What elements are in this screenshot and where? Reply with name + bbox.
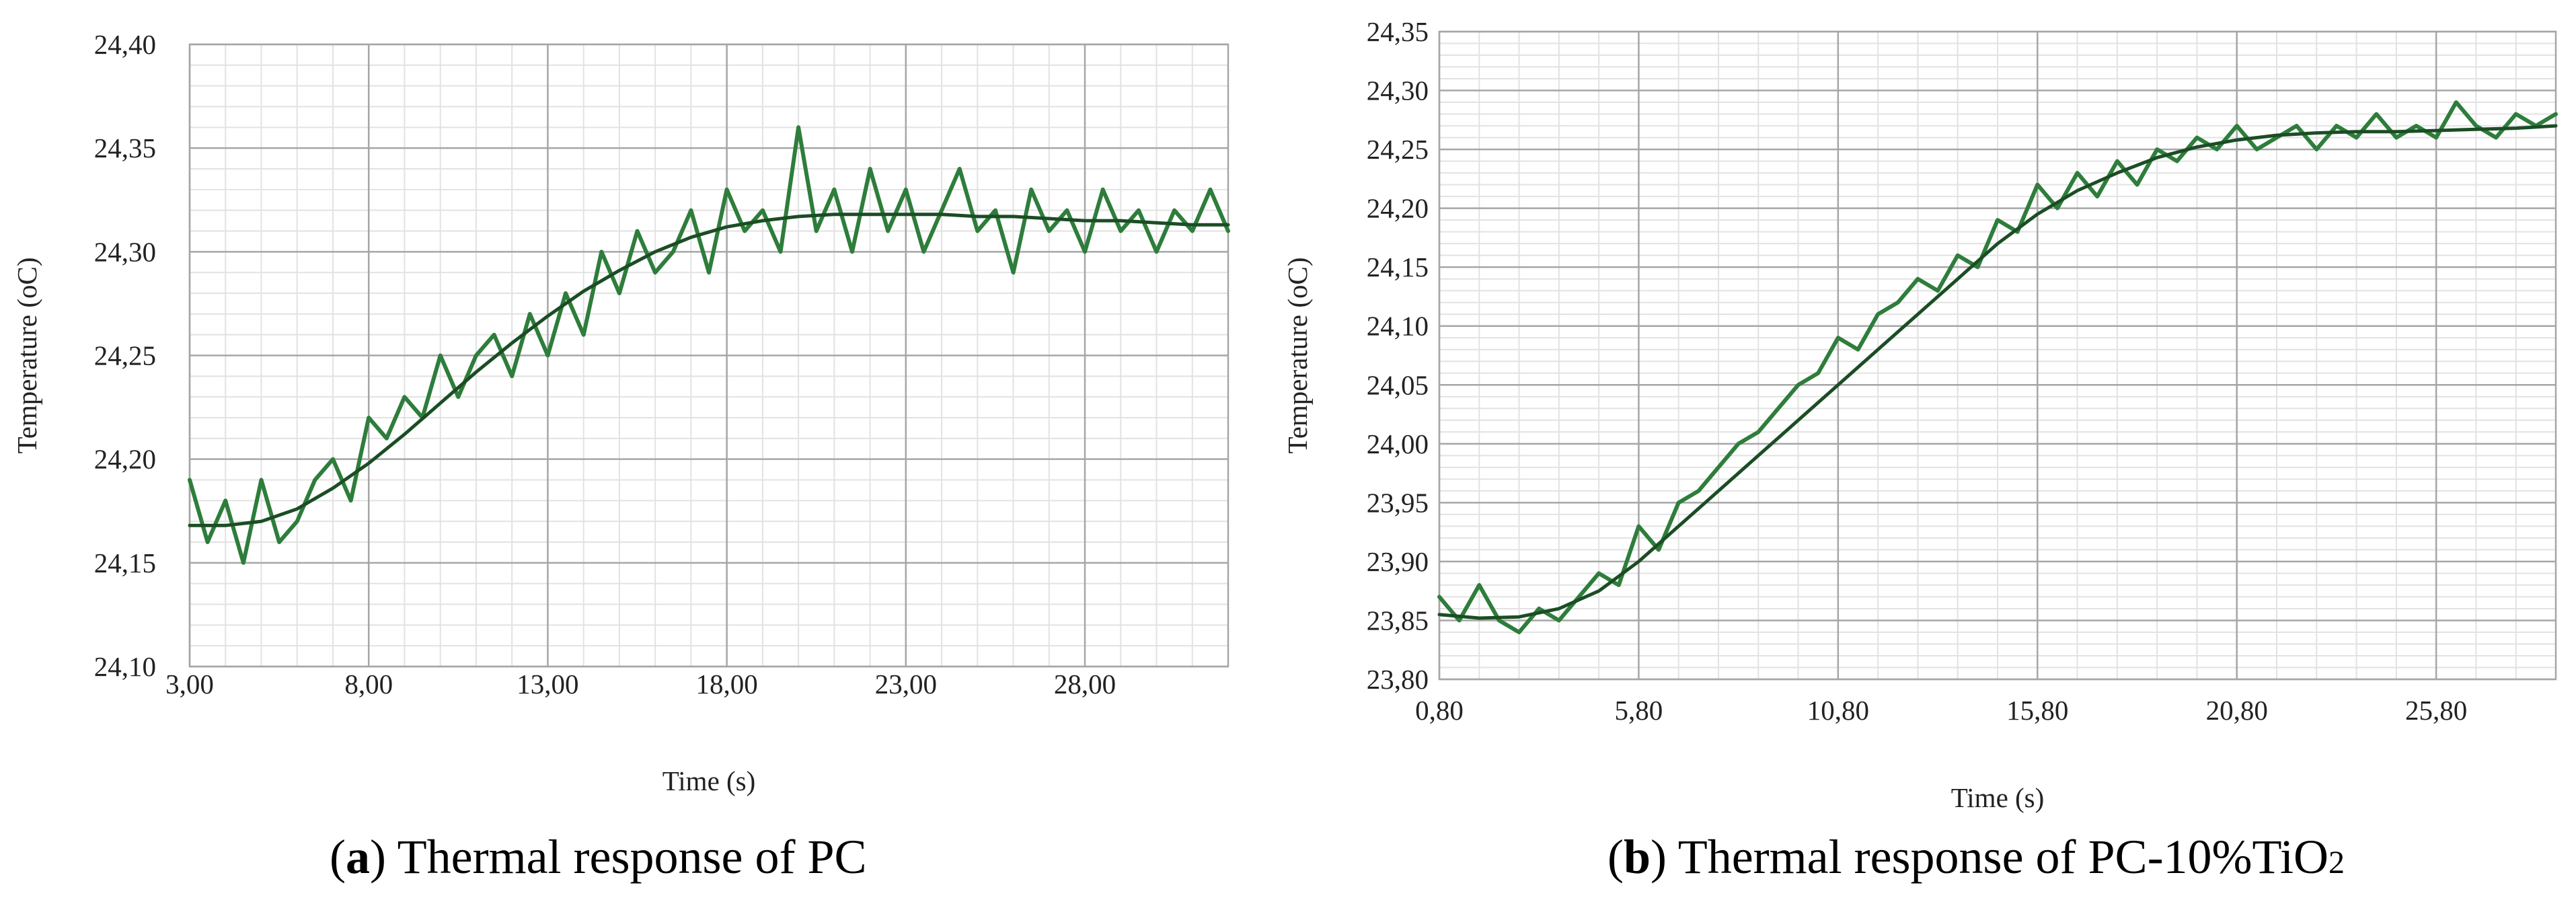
chart-b-y-tick-label: 24,25 xyxy=(1367,134,1429,165)
chart-b-series-fitted-line xyxy=(1437,124,2558,620)
caption-a-text: Thermal response of PC xyxy=(397,830,867,884)
chart-b-y-tick-label: 24,35 xyxy=(1367,16,1429,47)
chart-b-y-tick-label: 24,15 xyxy=(1367,252,1429,282)
chart-a-y-tick-label: 24,15 xyxy=(94,547,156,578)
chart-a: 24,10 24,15 24,20 24,25 24,30 24,35 24,40 3,00… xyxy=(11,29,1230,796)
caption-a-letter: a xyxy=(345,830,370,884)
chart-b-y-tick-label: 23,90 xyxy=(1367,546,1429,577)
chart-b-y-tick-label: 24,20 xyxy=(1367,193,1429,224)
chart-b-y-tick-labels: 23,80 23,85 23,90 23,95 24,00 24,05 24,10 24,15… xyxy=(1367,16,1429,695)
chart-a-y-tick-label: 24,30 xyxy=(94,236,156,267)
chart-b-x-tick-label: 10,80 xyxy=(1807,695,1869,726)
chart-a-series-measured-line xyxy=(188,125,1230,565)
caption-b-text: Thermal response of PC-10%TiO xyxy=(1677,830,2328,884)
chart-a-x-tick-labels: 3,00 8,00 13,00 18,00 23,00 28,00 xyxy=(165,669,1116,699)
chart-a-y-tick-label: 24,20 xyxy=(94,444,156,475)
chart-b-x-tick-labels: 0,80 5,80 10,80 15,80 20,80 25,80 xyxy=(1415,695,2467,726)
chart-b-y-tick-label: 23,95 xyxy=(1367,487,1429,518)
chart-b: 23,80 23,85 23,90 23,95 24,00 24,05 24,10 24,15… xyxy=(1282,16,2558,813)
chart-b-y-tick-label: 24,05 xyxy=(1367,369,1429,400)
chart-a-y-tick-label: 24,40 xyxy=(94,29,156,60)
caption-b-subscript: 2 xyxy=(2328,845,2345,880)
caption-b: (b) Thermal response of PC-10%TiO2 xyxy=(1607,830,2345,884)
chart-b-x-tick-label: 15,80 xyxy=(2006,695,2068,726)
chart-b-plot-frame xyxy=(1438,30,2557,681)
chart-b-y-tick-label: 23,80 xyxy=(1367,664,1429,695)
chart-b-x-tick-label: 25,80 xyxy=(2405,695,2467,726)
chart-a-x-tick-label: 3,00 xyxy=(165,669,214,699)
chart-a-series xyxy=(188,125,1230,565)
chart-a-x-tick-label: 13,00 xyxy=(517,669,578,699)
chart-a-y-tick-label: 24,35 xyxy=(94,132,156,163)
chart-b-y-axis-title: Temperature (oC) xyxy=(1282,258,1313,454)
chart-a-y-tick-label: 24,25 xyxy=(94,340,156,371)
caption-b-letter: b xyxy=(1623,830,1651,884)
chart-a-y-tick-label: 24,10 xyxy=(94,651,156,682)
chart-a-series-fitted-line xyxy=(188,213,1230,527)
caption-a: (a) Thermal response of PC xyxy=(330,830,867,884)
chart-a-x-tick-label: 8,00 xyxy=(344,669,393,699)
chart-a-x-axis-title: Time (s) xyxy=(662,765,756,796)
chart-b-y-tick-label: 24,00 xyxy=(1367,428,1429,459)
chart-a-major-grid xyxy=(188,43,1228,668)
chart-a-x-tick-label: 23,00 xyxy=(875,669,937,699)
chart-b-x-tick-label: 5,80 xyxy=(1615,695,1663,726)
chart-a-plot-frame xyxy=(188,43,1229,668)
chart-b-x-tick-label: 20,80 xyxy=(2206,695,2268,726)
chart-a-y-axis-title: Temperature (oC) xyxy=(11,258,42,454)
chart-a-x-tick-label: 18,00 xyxy=(695,669,757,699)
chart-a-x-tick-label: 28,00 xyxy=(1054,669,1116,699)
chart-b-series-measured-line xyxy=(1437,100,2558,634)
chart-b-x-tick-label: 0,80 xyxy=(1415,695,1464,726)
chart-b-y-tick-label: 23,85 xyxy=(1367,605,1429,636)
chart-b-x-axis-title: Time (s) xyxy=(1951,782,2045,813)
chart-a-y-tick-labels: 24,10 24,15 24,20 24,25 24,30 24,35 24,40 xyxy=(94,29,156,682)
chart-b-minor-grid xyxy=(1439,32,2556,679)
chart-b-y-tick-label: 24,10 xyxy=(1367,311,1429,342)
chart-b-series xyxy=(1437,100,2558,634)
chart-b-y-tick-label: 24,30 xyxy=(1367,75,1429,106)
